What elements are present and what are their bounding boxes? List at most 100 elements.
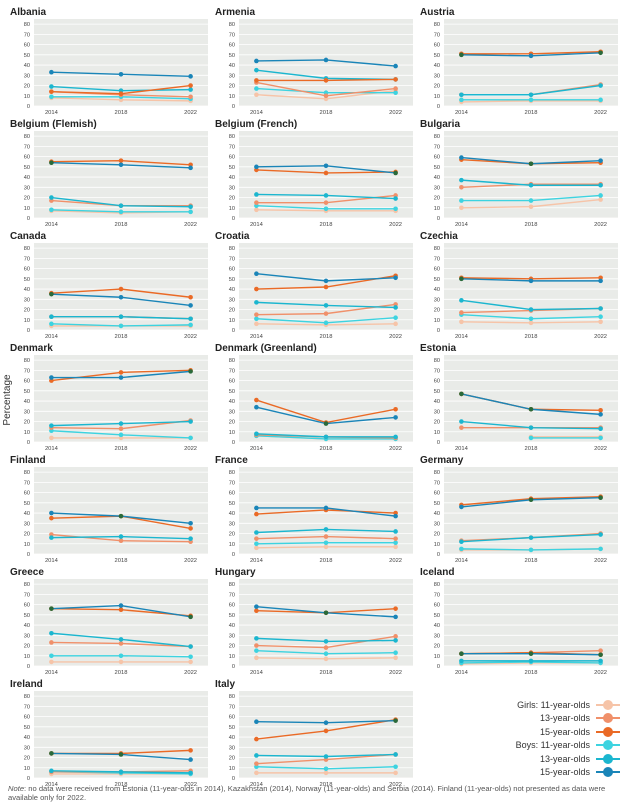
y-tick-label: 80	[229, 582, 235, 588]
y-tick-label: 30	[24, 297, 30, 303]
panel-title: Austria	[420, 7, 455, 18]
y-tick-label: 40	[24, 399, 30, 405]
x-tick-label: 2022	[594, 670, 607, 676]
y-tick-label: 20	[24, 308, 30, 314]
panel-armenia: Armenia 0 10 20 30 40 50 60 70 80 2014 2018 2022	[215, 7, 413, 116]
y-tick-label: 60	[434, 155, 440, 161]
y-tick-label: 60	[434, 43, 440, 49]
data-point-b11	[188, 435, 193, 441]
data-point-b15	[393, 275, 398, 281]
y-tick-label: 0	[437, 216, 440, 222]
panel-title: Ireland	[10, 679, 43, 690]
panel-title: Greece	[10, 567, 44, 578]
data-point-b11	[459, 198, 464, 203]
data-point-b11	[254, 316, 259, 322]
data-point-b13	[188, 87, 193, 92]
data-point-g15	[118, 607, 124, 613]
data-point-b11	[598, 193, 603, 198]
y-tick-label: 80	[434, 470, 440, 476]
panel-germany: Germany 0 10 20 30 40 50 60 70 80 2014 2018 2022	[420, 455, 618, 564]
data-point-b13	[459, 539, 464, 545]
data-point-b15	[254, 505, 259, 511]
data-point-b11	[49, 94, 54, 100]
x-tick-label: 2022	[184, 222, 197, 228]
x-tick-label: 2018	[115, 222, 128, 228]
legend-swatch-dot	[603, 753, 613, 764]
data-point-b13	[254, 530, 259, 535]
y-tick-label: 30	[434, 633, 440, 639]
data-point-b13	[323, 193, 329, 198]
y-tick-label: 30	[434, 297, 440, 303]
y-tick-label: 10	[434, 542, 440, 548]
data-point-b13	[393, 638, 398, 643]
y-tick-label: 20	[434, 420, 440, 426]
y-tick-label: 50	[434, 501, 440, 507]
y-tick-label: 80	[24, 246, 30, 252]
y-tick-label: 40	[229, 287, 235, 293]
data-point-b15	[188, 165, 193, 171]
y-tick-label: 40	[229, 511, 235, 517]
y-tick-label: 40	[24, 735, 30, 741]
x-tick-label: 2014	[45, 782, 59, 788]
y-tick-label: 60	[229, 155, 235, 161]
y-tick-label: 50	[229, 389, 235, 395]
data-point-b13	[528, 425, 534, 430]
data-point-b13	[188, 316, 193, 322]
x-tick-label: 2018	[525, 222, 538, 228]
data-point-b15	[49, 160, 54, 166]
x-tick-label: 2022	[389, 110, 402, 116]
y-tick-label: 50	[229, 501, 235, 507]
x-tick-label: 2014	[45, 222, 59, 228]
y-tick-label: 10	[24, 206, 30, 212]
data-point-g13	[323, 93, 329, 99]
y-tick-label: 80	[24, 694, 30, 700]
legend-swatch	[596, 713, 620, 724]
legend-item-g11: Girls: 11-year-olds	[470, 698, 620, 712]
note-label: Note	[8, 784, 25, 793]
data-point-b15	[49, 69, 54, 75]
y-tick-label: 10	[24, 542, 30, 548]
data-point-b11	[323, 651, 329, 657]
data-point-b15	[118, 71, 124, 77]
data-point-b15	[393, 170, 398, 176]
x-tick-label: 2022	[389, 222, 402, 228]
x-tick-label: 2022	[184, 334, 197, 340]
data-point-b11	[598, 435, 603, 441]
data-point-g11	[254, 207, 259, 213]
panel-title: France	[215, 455, 248, 466]
y-tick-label: 20	[434, 532, 440, 538]
panel-title: Iceland	[420, 567, 454, 578]
data-point-b11	[528, 97, 534, 103]
data-point-g11	[254, 92, 259, 98]
y-tick-label: 10	[434, 654, 440, 660]
y-tick-label: 0	[437, 552, 440, 558]
data-point-b13	[323, 754, 329, 759]
panel-title: Denmark (Greenland)	[215, 343, 317, 354]
data-point-b11	[118, 432, 124, 438]
x-tick-label: 2018	[320, 334, 333, 340]
data-point-g15	[393, 77, 398, 82]
panel-title: Italy	[215, 679, 235, 690]
data-point-g11	[459, 205, 464, 211]
data-point-b13	[323, 434, 329, 440]
data-point-b13	[459, 419, 464, 424]
data-point-b13	[528, 658, 534, 664]
y-tick-label: 40	[434, 175, 440, 181]
data-point-b15	[49, 606, 54, 611]
data-point-g13	[118, 426, 124, 431]
y-tick-label: 40	[24, 287, 30, 293]
y-tick-label: 50	[24, 277, 30, 283]
data-point-b15	[528, 278, 534, 284]
x-tick-label: 2014	[455, 222, 469, 228]
data-point-g13	[459, 184, 464, 190]
y-tick-label: 30	[434, 521, 440, 527]
data-point-g15	[118, 370, 124, 375]
data-point-b11	[323, 320, 329, 326]
data-point-b11	[598, 546, 603, 552]
data-point-b13	[118, 769, 124, 775]
x-tick-label: 2014	[250, 222, 264, 228]
y-tick-label: 40	[24, 511, 30, 517]
y-tick-label: 80	[229, 694, 235, 700]
y-tick-label: 50	[434, 389, 440, 395]
data-point-b11	[459, 546, 464, 552]
